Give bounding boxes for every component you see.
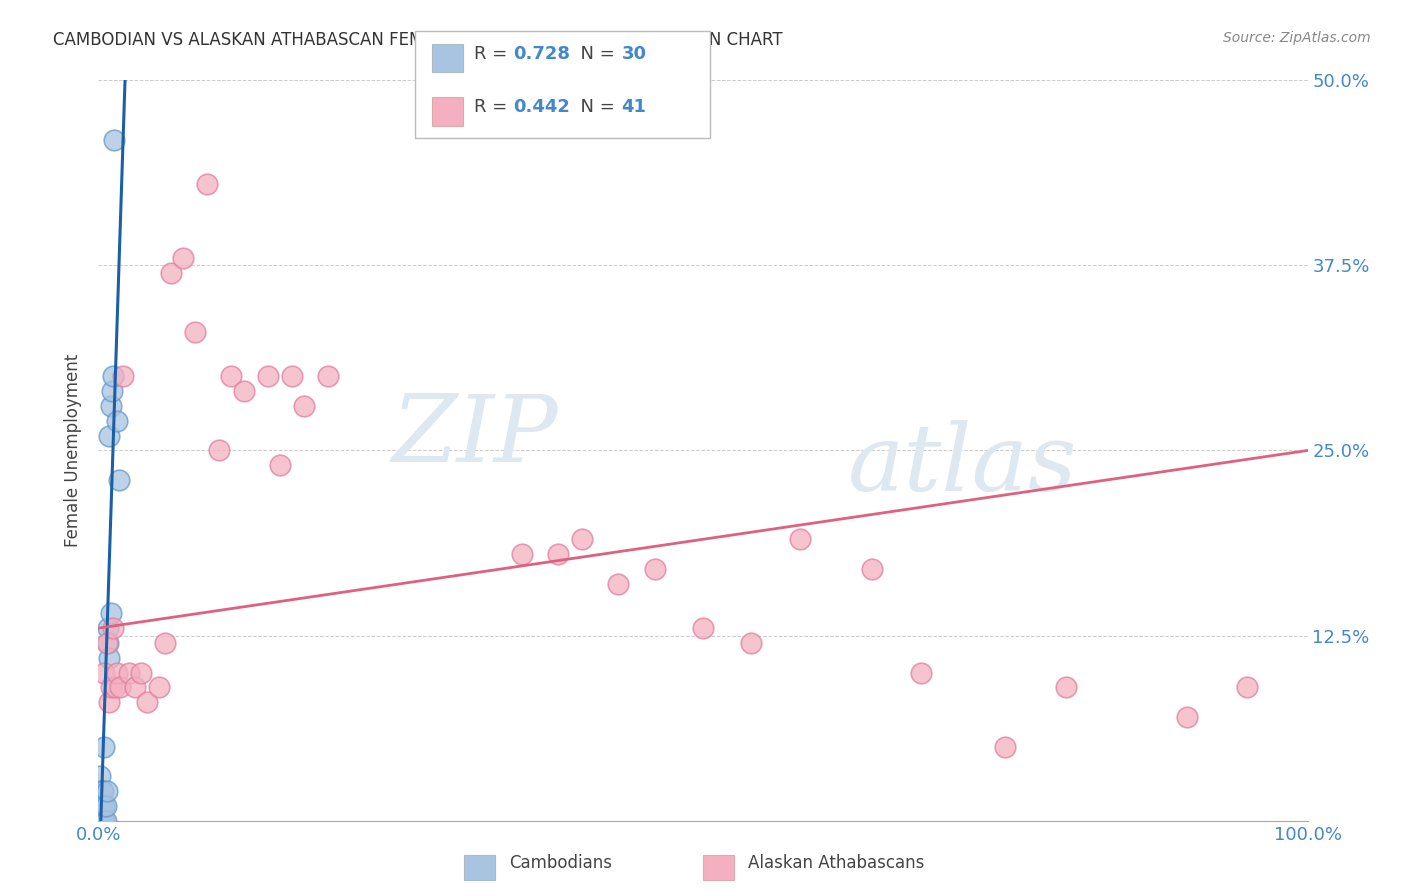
Point <box>96 784 118 798</box>
Point <box>96 636 118 650</box>
Point <box>91 798 114 813</box>
Point <box>97 621 120 635</box>
Point <box>124 681 146 695</box>
Point <box>148 681 170 695</box>
Text: Cambodians: Cambodians <box>509 855 612 872</box>
Point <box>692 621 714 635</box>
Y-axis label: Female Unemployment: Female Unemployment <box>65 354 83 547</box>
Point <box>93 814 115 828</box>
Point <box>100 399 122 413</box>
Point <box>91 814 114 828</box>
Text: 0.728: 0.728 <box>513 45 571 62</box>
Point <box>269 458 291 473</box>
Point <box>256 369 278 384</box>
Point <box>94 798 117 813</box>
Point <box>172 251 194 265</box>
Point <box>100 607 122 621</box>
Point <box>97 636 120 650</box>
Point <box>90 814 112 828</box>
Point <box>195 177 218 191</box>
Point <box>644 562 666 576</box>
Point <box>89 798 111 813</box>
Text: 41: 41 <box>621 98 647 116</box>
Point <box>98 428 121 442</box>
Point <box>108 473 131 487</box>
Text: N =: N = <box>569 45 621 62</box>
Point <box>94 814 117 828</box>
Point <box>91 814 114 828</box>
Text: N =: N = <box>569 98 621 116</box>
Point <box>100 681 122 695</box>
Text: R =: R = <box>474 98 513 116</box>
Point <box>571 533 593 547</box>
Point <box>281 369 304 384</box>
Point <box>910 665 932 680</box>
Point <box>208 443 231 458</box>
Point <box>90 798 112 813</box>
Point <box>789 533 811 547</box>
Point <box>91 784 114 798</box>
Point <box>547 547 569 561</box>
Point <box>135 695 157 709</box>
Point <box>111 369 134 384</box>
Point <box>740 636 762 650</box>
Text: 0.442: 0.442 <box>513 98 569 116</box>
Text: atlas: atlas <box>848 420 1077 510</box>
Point <box>91 798 114 813</box>
Point <box>232 384 254 399</box>
Point <box>607 576 630 591</box>
Point <box>994 739 1017 754</box>
Point <box>93 665 115 680</box>
Point <box>100 384 122 399</box>
Point <box>89 784 111 798</box>
Text: ZIP: ZIP <box>391 391 558 481</box>
Point <box>91 784 114 798</box>
Point <box>101 621 124 635</box>
Point <box>184 325 207 339</box>
Point <box>93 739 115 754</box>
Point <box>153 636 176 650</box>
Point <box>98 695 121 709</box>
Point <box>292 399 315 413</box>
Point <box>89 814 111 828</box>
Text: 30: 30 <box>621 45 647 62</box>
Point <box>105 665 128 680</box>
Point <box>108 681 131 695</box>
Point <box>1236 681 1258 695</box>
Point <box>1175 710 1198 724</box>
Point <box>129 665 152 680</box>
Point <box>89 769 111 783</box>
Text: R =: R = <box>474 45 513 62</box>
Point <box>510 547 533 561</box>
Point <box>221 369 243 384</box>
Point <box>105 414 128 428</box>
Point <box>316 369 339 384</box>
Point <box>93 798 115 813</box>
Point <box>101 369 124 384</box>
Text: Source: ZipAtlas.com: Source: ZipAtlas.com <box>1223 31 1371 45</box>
Point <box>860 562 883 576</box>
Point <box>1054 681 1077 695</box>
Point <box>118 665 141 680</box>
Point <box>90 784 112 798</box>
Point <box>104 681 127 695</box>
Point <box>103 132 125 146</box>
Point <box>160 266 183 280</box>
Text: Alaskan Athabascans: Alaskan Athabascans <box>748 855 924 872</box>
Text: CAMBODIAN VS ALASKAN ATHABASCAN FEMALE UNEMPLOYMENT CORRELATION CHART: CAMBODIAN VS ALASKAN ATHABASCAN FEMALE U… <box>53 31 783 49</box>
Point <box>98 650 121 665</box>
